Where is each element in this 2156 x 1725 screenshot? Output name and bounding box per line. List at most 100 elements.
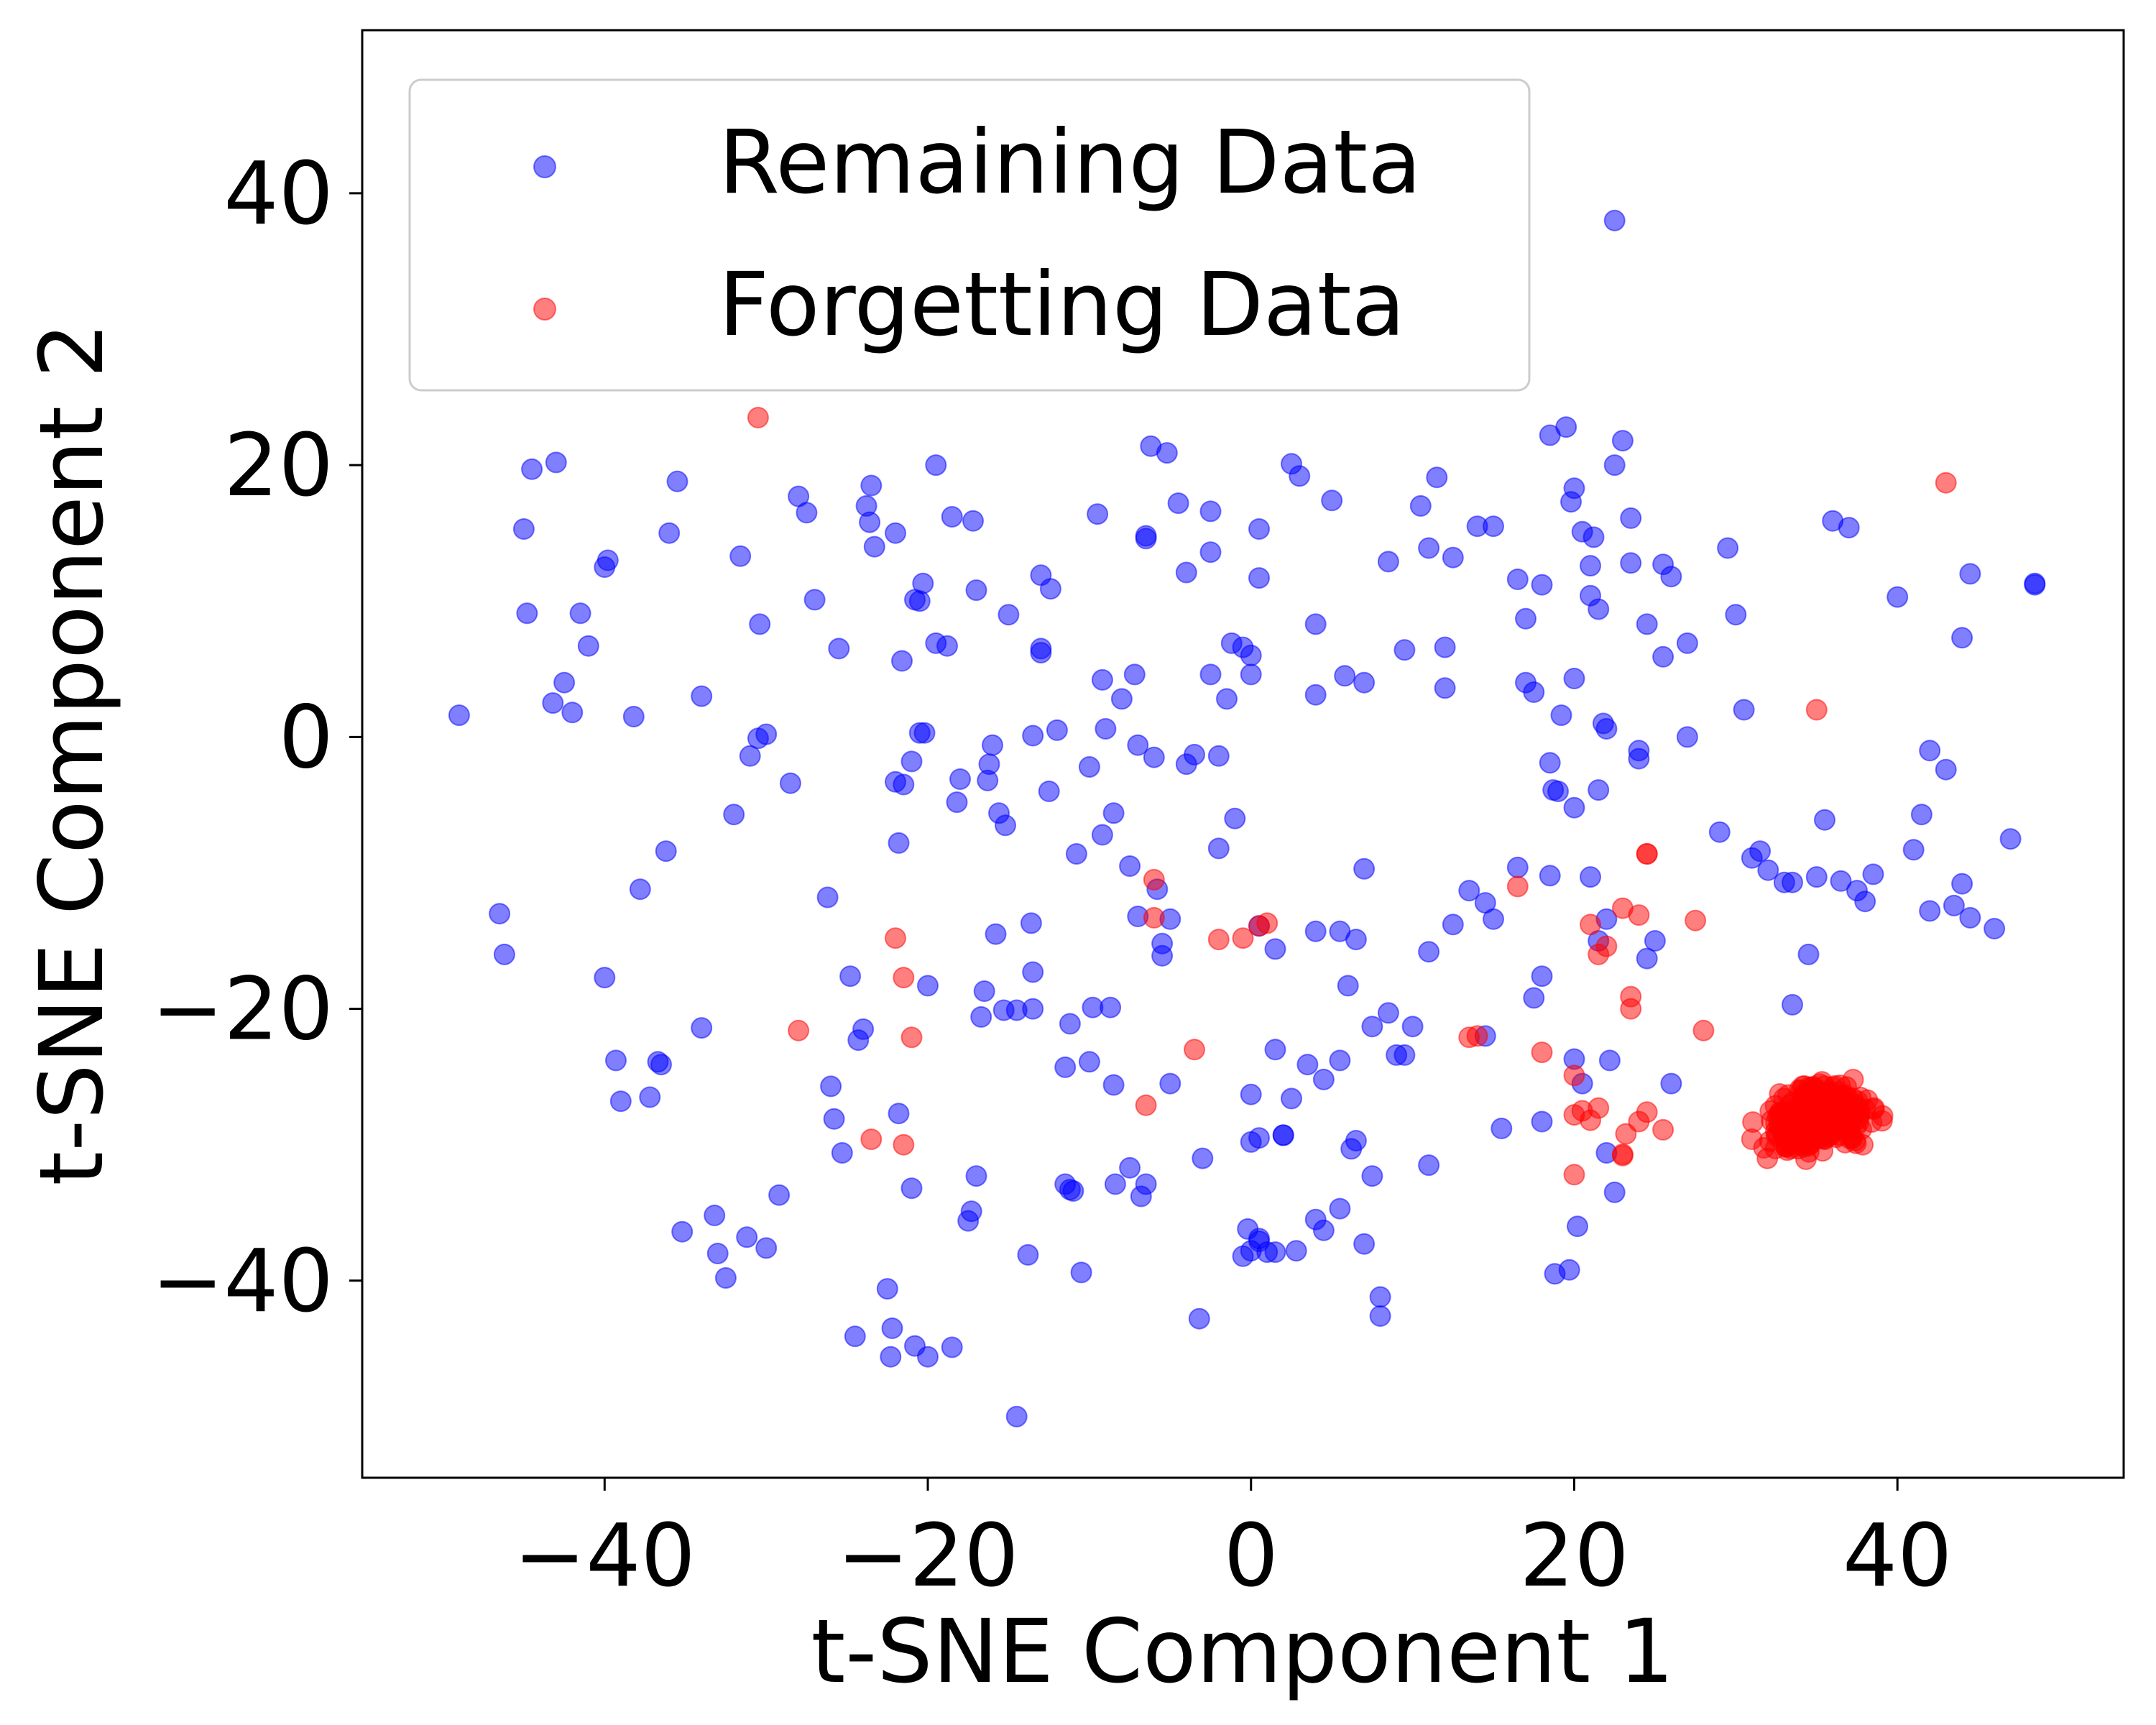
remaining-data-point [888,832,910,854]
remaining-data-point [1289,465,1311,487]
remaining-data-point [1620,507,1642,529]
remaining-data-point [973,980,995,1002]
remaining-data-point [489,903,511,925]
remaining-data-point [1393,639,1416,661]
forgetting-data-point [747,407,769,428]
remaining-data-point [1353,671,1376,694]
remaining-data-point [1167,492,1189,515]
remaining-data-point [1304,684,1327,706]
forgetting-data-point [1143,906,1165,929]
y-axis-ticks: −40 −20 0 20 40 [152,144,362,1332]
legend-box [408,78,1531,392]
remaining-data-point [1192,1147,1214,1169]
remaining-data-point [1304,613,1327,635]
remaining-data-point [1264,1241,1286,1264]
remaining-data-point [1644,930,1666,952]
remaining-data-point [880,1346,902,1368]
remaining-data-point [1951,873,1973,895]
remaining-data-point [1797,943,1820,965]
remaining-data-point [1369,1286,1391,1308]
remaining-data-point [1207,837,1230,860]
remaining-data-point [1143,746,1165,768]
forgetting-data-point [900,1026,923,1049]
remaining-data-point [1580,866,1601,888]
remaining-data-point [736,1226,758,1248]
remaining-data-point [908,590,931,612]
forgetting-data-point [1143,868,1165,891]
remaining-data-point [1523,987,1545,1009]
remaining-data-point [1555,416,1577,438]
remaining-data-point [1984,918,2006,939]
y-tick-label: −20 [152,960,333,1060]
remaining-data-point [569,602,591,625]
remaining-data-point [1046,719,1068,741]
forgetting-data-point [1636,1101,1658,1123]
remaining-data-point [1353,1233,1376,1255]
remaining-data-point [553,671,576,694]
remaining-data-point [1199,541,1222,564]
remaining-data-point [876,1278,898,1300]
remaining-data-point [1078,756,1100,778]
remaining-data-point [828,638,850,660]
remaining-data-point [1782,993,1803,1016]
remaining-data-point [1409,494,1432,517]
remaining-data-point [755,1237,778,1259]
remaining-data-point [1563,477,1585,500]
remaining-data-point [1240,1083,1262,1105]
y-tick-label: 20 [224,416,333,516]
x-tick-label: −40 [514,1506,696,1606]
remaining-data-point [1334,665,1356,687]
remaining-data-point [671,1220,694,1243]
remaining-data-point [1329,1049,1351,1072]
forgetting-data-point [1531,1041,1553,1064]
remaining-data-point [1159,1072,1181,1095]
remaining-data-point [1814,809,1835,831]
remaining-data-point [1361,1165,1383,1187]
plot-border [361,29,2125,1479]
remaining-data-point [650,1054,672,1076]
remaining-data-point [1119,855,1141,877]
remaining-data-point [2024,572,2046,594]
remaining-data-point [1087,503,1109,525]
remaining-data-point [1636,613,1658,635]
remaining-data-point [823,1108,845,1130]
remaining-data-point [1515,607,1537,630]
remaining-data-point [1127,734,1149,756]
forgetting-data-point [1685,909,1707,932]
remaining-data-point [691,1017,713,1039]
remaining-data-point [512,518,535,540]
forgetting-data-point [1811,1116,1833,1138]
x-axis-label: t-SNE Component 1 [811,1601,1674,1703]
forgetting-data-point [1506,875,1529,898]
remaining-data-point [706,1243,729,1264]
remaining-data-point [844,1325,866,1348]
remaining-data-point [913,722,936,744]
remaining-data-point [1506,856,1529,878]
remaining-data-point [1838,517,1860,539]
remaining-data-point [1022,724,1044,747]
remaining-data-point [796,502,818,524]
remaining-data-point [1563,796,1585,819]
remaining-data-point [978,753,1000,776]
forgetting-data-point [1935,472,1957,494]
remaining-data-point [965,1165,987,1187]
remaining-data-point [629,878,651,901]
remaining-data-point [521,458,543,480]
remaining-data-point [1418,941,1440,963]
remaining-data-point [577,635,599,657]
remaining-data-point [1135,528,1157,550]
remaining-data-point [1531,965,1553,988]
forgetting-data-point [1466,1025,1488,1047]
remaining-data-point [1725,604,1747,626]
remaining-data-point [995,814,1016,837]
legend-marker-remaining [533,155,556,178]
remaining-data-point [1588,598,1610,620]
y-tick-label: 40 [224,144,333,244]
forgetting-data-point [1805,699,1828,721]
remaining-data-point [881,1317,903,1339]
legend-label-forgetting: Forgetting Data [719,254,1405,356]
remaining-data-point [1558,1259,1580,1281]
remaining-data-point [831,1142,853,1164]
remaining-data-point [891,650,913,672]
remaining-data-point [1038,781,1060,802]
